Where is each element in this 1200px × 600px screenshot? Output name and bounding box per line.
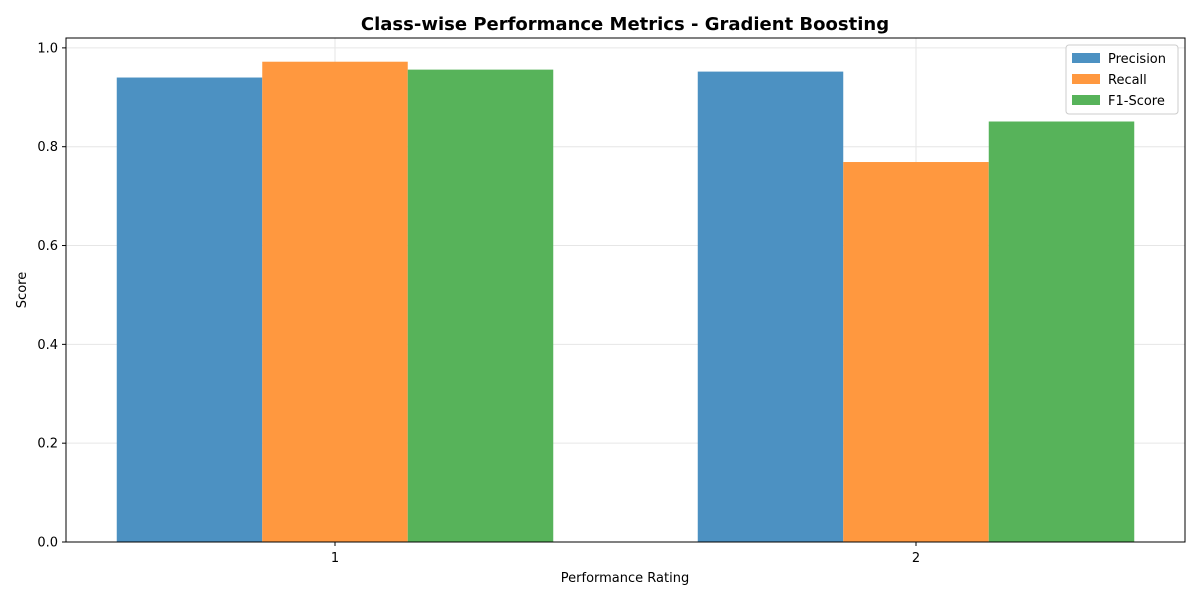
legend-label: Recall <box>1108 73 1147 88</box>
y-tick-label: 0.0 <box>37 536 58 551</box>
legend-label: F1-Score <box>1108 94 1165 109</box>
y-tick-label: 0.2 <box>37 437 58 452</box>
bar-precision-1 <box>116 77 263 542</box>
y-tick-label: 0.4 <box>37 338 58 353</box>
bars-layer <box>116 61 1135 542</box>
ticks-layer: 0.0 0.2 0.4 0.6 0.8 1.0 1 2 <box>37 41 920 566</box>
legend-swatch <box>1072 74 1100 84</box>
legend-label: Precision <box>1108 52 1166 67</box>
x-tick-label: 2 <box>912 551 920 566</box>
bar-recall-1 <box>262 61 408 542</box>
x-tick-label: 1 <box>331 551 339 566</box>
legend-swatch <box>1072 95 1100 105</box>
bar-f1-score-2 <box>988 121 1135 542</box>
x-axis-label: Performance Rating <box>561 571 689 586</box>
legend-swatch <box>1072 53 1100 63</box>
bar-recall-2 <box>843 162 989 542</box>
y-tick-label: 0.8 <box>37 140 58 155</box>
y-tick-label: 0.6 <box>37 239 58 254</box>
plot-frame <box>65 37 1186 543</box>
bar-f1-score-1 <box>407 69 554 542</box>
legend: Precision Recall F1-Score <box>1065 44 1179 115</box>
y-tick-label: 1.0 <box>37 41 58 56</box>
y-axis-label: Score <box>15 272 30 308</box>
bar-precision-2 <box>697 71 844 542</box>
chart-title: Class-wise Performance Metrics - Gradien… <box>361 14 889 35</box>
